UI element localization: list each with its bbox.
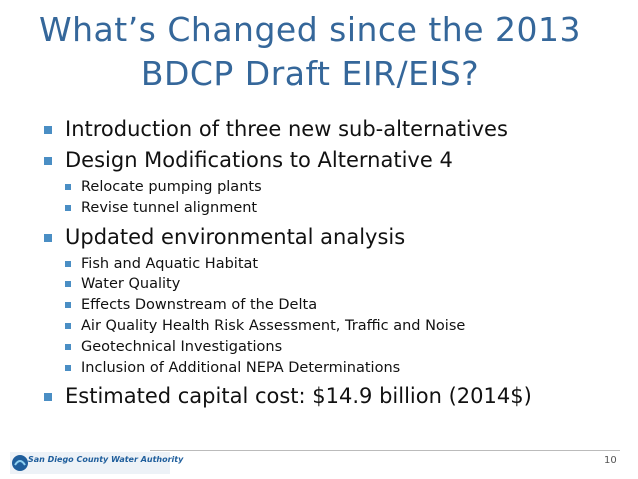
bullet-list: Introduction of three new sub-alternativ… [44,114,634,412]
sub-bullet: Revise tunnel alignment [65,198,634,219]
logo-text: San Diego County Water Authority [28,455,184,464]
sub-bullet: Water Quality [65,274,634,295]
slide-title: What’s Changed since the 2013 BDCP Draft … [0,8,620,96]
logo-mark [10,452,170,474]
sub-bullet: Effects Downstream of the Delta [65,295,634,316]
bullet: Updated environmental analysis [44,222,634,253]
bullet: Design Modifications to Alternative 4 [44,145,634,176]
sub-bullet: Inclusion of Additional NEPA Determinati… [65,358,634,379]
sub-list: Relocate pumping plants Revise tunnel ali… [65,177,634,219]
sub-bullet: Relocate pumping plants [65,177,634,198]
bullet: Introduction of three new sub-alternativ… [44,114,634,145]
sub-bullet: Air Quality Health Risk Assessment, Traf… [65,316,634,337]
title-line: What’s Changed since the 2013 [38,10,581,49]
page-number: 10 [604,455,617,466]
title-line: BDCP Draft EIR/EIS? [140,54,480,93]
sub-bullet: Geotechnical Investigations [65,337,634,358]
sub-bullet: Fish and Aquatic Habitat [65,254,634,275]
bullet: Estimated capital cost: $14.9 billion (2… [44,381,634,412]
footer-rule [150,450,620,451]
sub-list: Fish and Aquatic Habitat Water Quality Eff… [65,254,634,379]
